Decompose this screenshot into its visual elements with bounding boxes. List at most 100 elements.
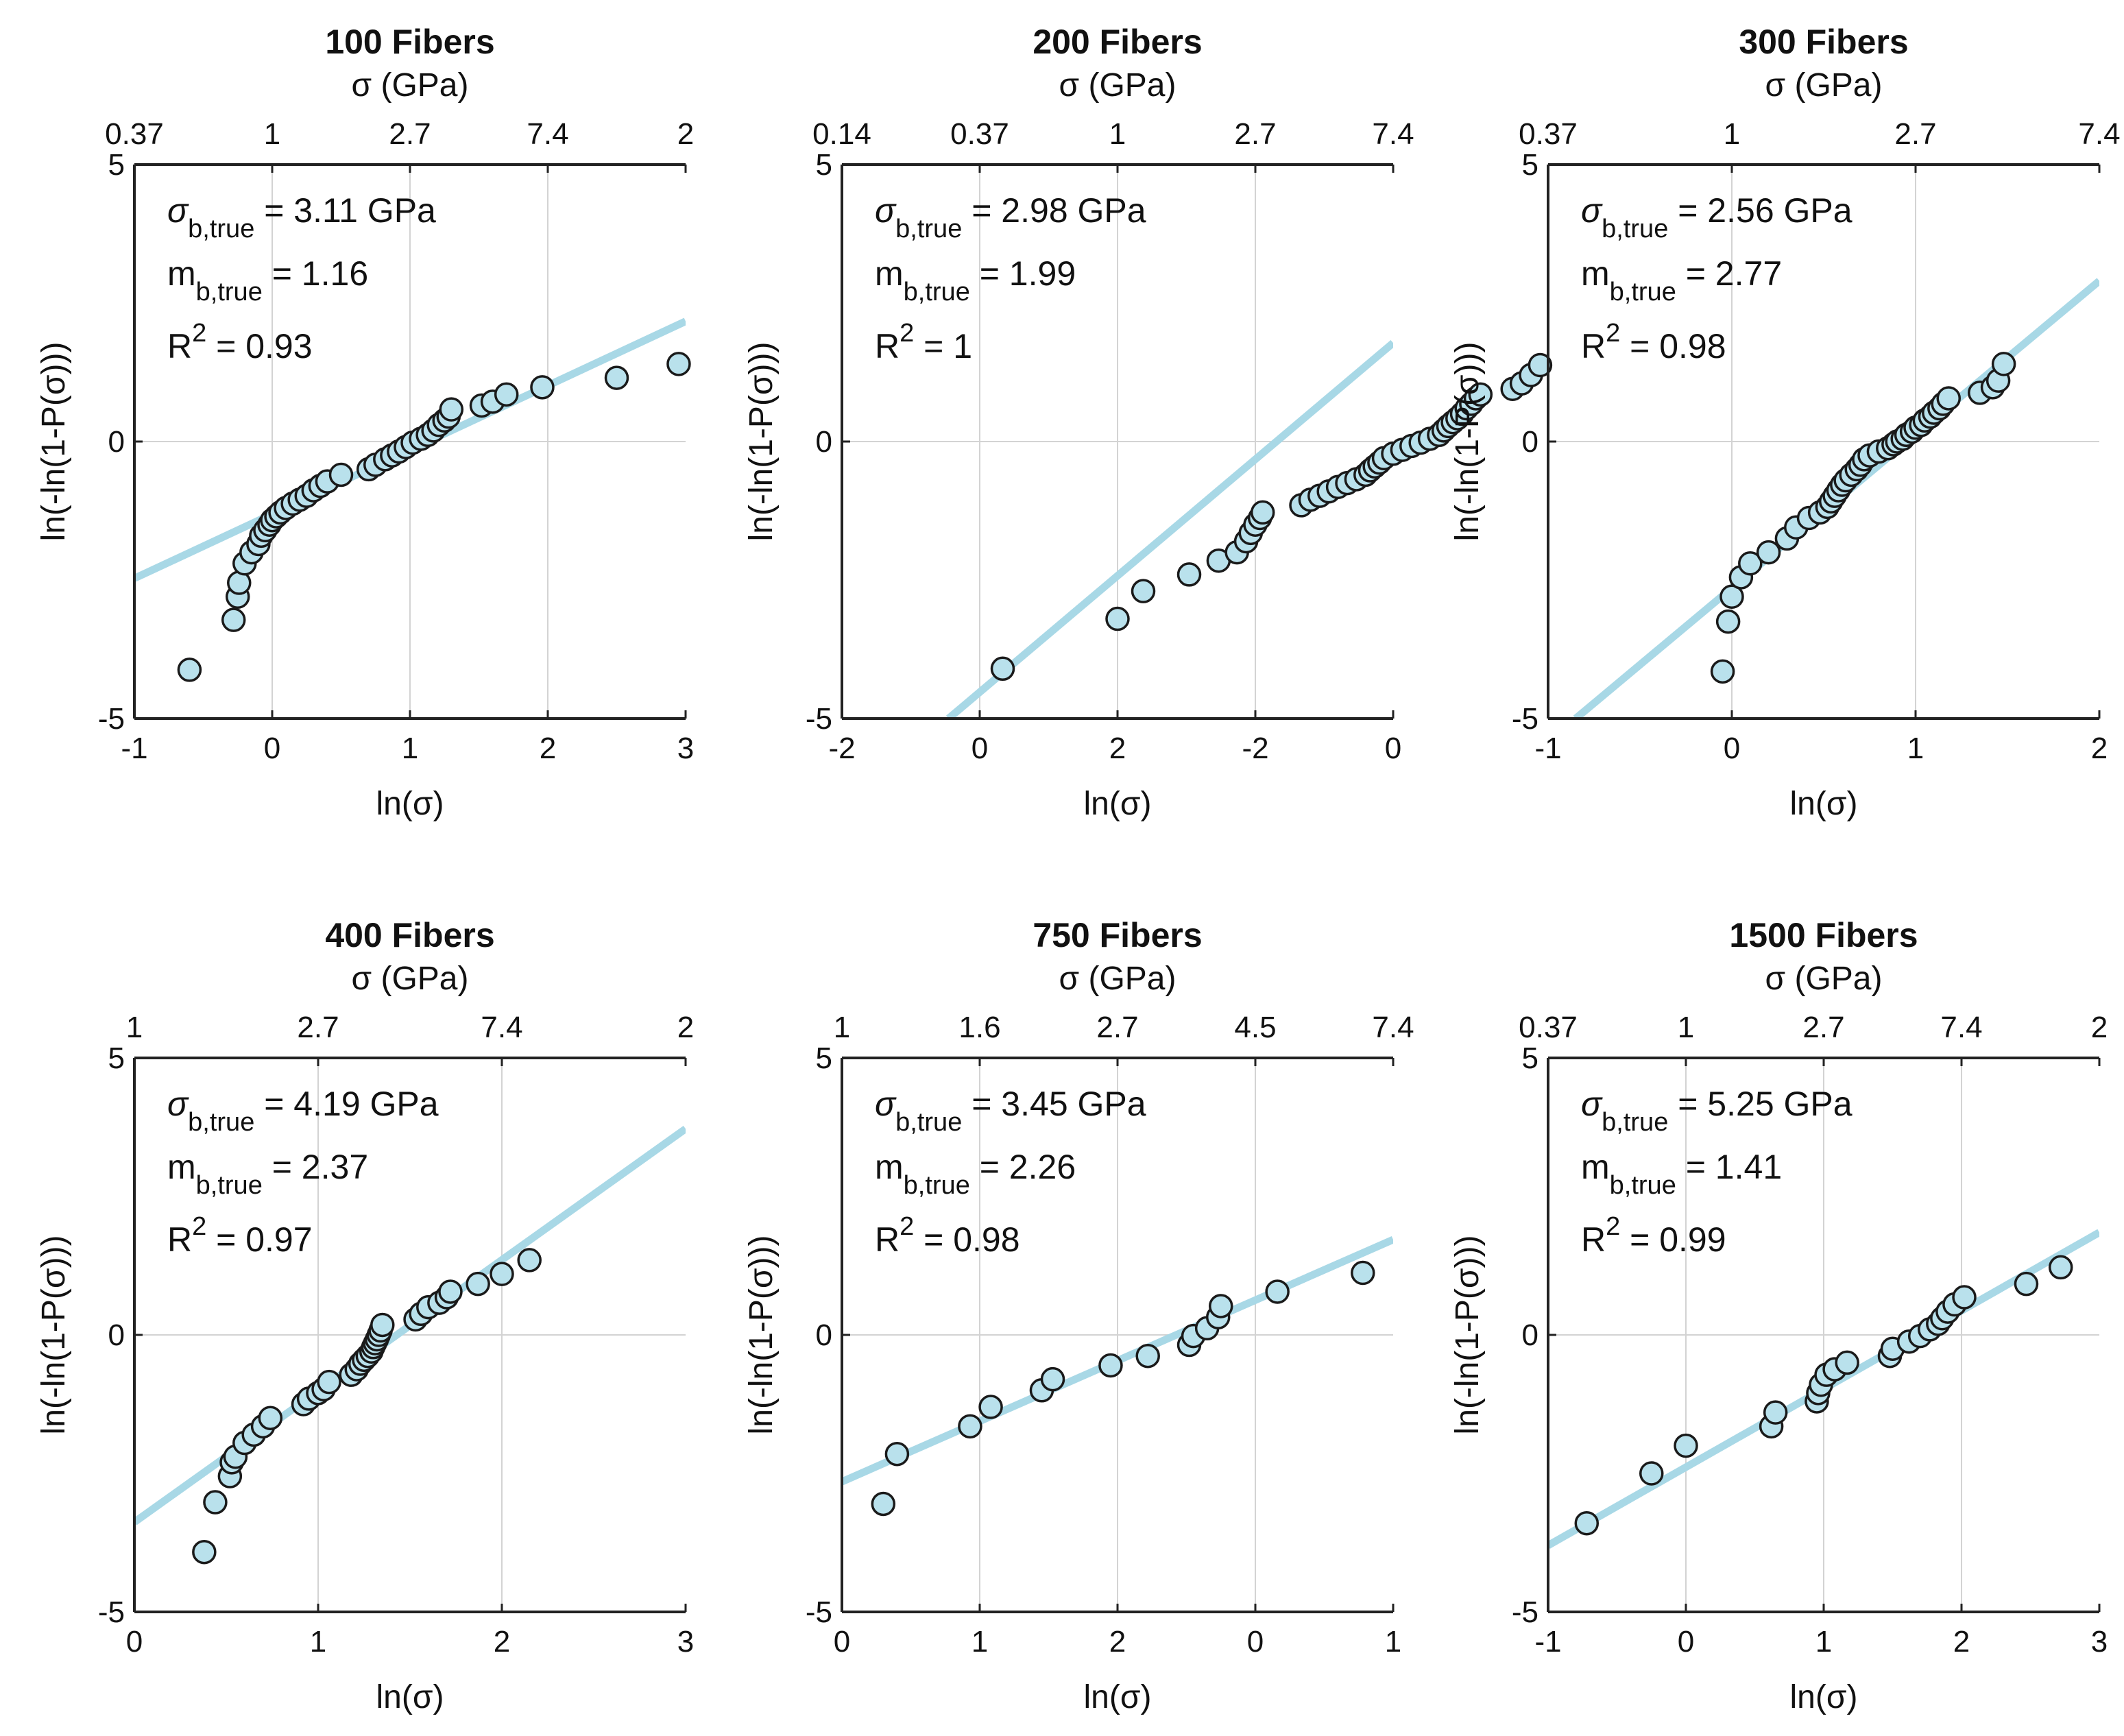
x-tick-label: 2: [1109, 1625, 1126, 1659]
top-tick-label: 1: [1109, 117, 1126, 151]
stat-r2-value: = 0.98: [1620, 327, 1726, 365]
chart-panel-2: -2 0 2 -2 0 0.14 0.37 1 2.7 7.4 -5 0 5 200 Fibers σ (G…: [743, 23, 1553, 822]
top-tick-label: 1: [834, 1011, 850, 1044]
data-point: [1574, 1510, 1600, 1536]
stat-m-value: = 2.77: [1676, 254, 1782, 293]
stat-sigma-symbol: σ: [1581, 1085, 1603, 1123]
stat-sigma: σb,true = 3.11 GPa: [167, 191, 436, 243]
top-tick-label: 7.4: [1940, 1011, 1982, 1044]
stat-r2-value: = 0.93: [206, 327, 312, 365]
stat-r2-symbol: R: [1581, 1220, 1606, 1259]
y-tick-label: 0: [1522, 1318, 1538, 1352]
stat-m-symbol: m: [1581, 1148, 1610, 1186]
x-tick-label: 0: [126, 1625, 143, 1659]
x-tick-label: 1: [402, 732, 418, 765]
data-point: [1936, 386, 1961, 411]
y-tick-label: -5: [806, 702, 832, 736]
x-tick-label: -2: [1242, 732, 1268, 765]
stat-r2: R2 = 1: [875, 319, 972, 365]
stat-r2-symbol: R: [1581, 327, 1606, 365]
stat-r2: R2 = 0.99: [1581, 1212, 1726, 1259]
top-axis-label: σ (GPa): [1765, 961, 1883, 997]
stat-sigma-symbol: σ: [167, 1085, 189, 1123]
data-point: [1040, 1366, 1065, 1392]
x-tick-label: -1: [1534, 732, 1561, 765]
stat-m-symbol: m: [1581, 254, 1610, 293]
x-tick-label: 1: [972, 1625, 988, 1659]
data-point: [1250, 500, 1275, 525]
top-tick-label: 2: [677, 1011, 694, 1044]
data-point: [1719, 584, 1744, 609]
stat-r2: R2 = 0.98: [875, 1212, 1020, 1259]
stat-sigma-value: = 2.98 GPa: [962, 191, 1146, 230]
data-point: [1351, 1260, 1375, 1286]
stat-m: mb,true = 1.16: [167, 254, 368, 306]
data-point: [1098, 1353, 1123, 1378]
x-tick-label: 0: [1247, 1625, 1264, 1659]
top-tick-label: 2: [2091, 1011, 2108, 1044]
x-tick-label: 2: [1109, 732, 1126, 765]
y-axis-label: ln(-ln(1-P(σ))): [743, 1235, 780, 1435]
stat-sigma-sub: b,true: [1602, 1108, 1668, 1137]
top-axis-label: σ (GPa): [1059, 961, 1176, 997]
top-tick-label: 0.14: [812, 117, 871, 151]
top-tick-label: 0.37: [1519, 1011, 1578, 1044]
x-tick-label: 3: [677, 732, 694, 765]
top-axis-label: σ (GPa): [1765, 67, 1883, 104]
data-point: [1763, 1400, 1788, 1425]
top-tick-label: 1.6: [958, 1011, 1000, 1044]
stat-sigma: σb,true = 2.98 GPa: [875, 191, 1146, 243]
data-point: [1528, 352, 1553, 378]
top-tick-label: 7.4: [1372, 117, 1414, 151]
data-point: [328, 462, 354, 487]
x-tick-label: 0: [1385, 732, 1401, 765]
stat-r2-symbol: R: [875, 1220, 900, 1259]
stat-m-value: = 1.16: [263, 254, 368, 293]
y-tick-label: 0: [816, 425, 832, 459]
x-tick-label: 3: [2091, 1625, 2108, 1659]
data-point: [1639, 1461, 1664, 1486]
chart-title: 300 Fibers: [1739, 23, 1908, 61]
x-tick-label: 0: [1678, 1625, 1694, 1659]
data-point: [466, 1271, 490, 1297]
stat-m: mb,true = 2.37: [167, 1148, 368, 1200]
stat-m-symbol: m: [875, 254, 904, 293]
top-tick-label: 0.37: [950, 117, 1009, 151]
data-point: [1468, 382, 1493, 407]
stat-sigma: σb,true = 2.56 GPa: [1581, 191, 1853, 243]
data-point: [978, 1395, 1003, 1419]
top-axis-label: σ (GPa): [352, 67, 469, 104]
data-point: [958, 1414, 982, 1439]
x-axis-label: ln(σ): [1084, 1679, 1152, 1715]
data-point: [1991, 352, 2016, 376]
stat-r2-sup: 2: [192, 319, 206, 348]
stat-sigma-sub: b,true: [895, 1108, 962, 1137]
data-point: [517, 1248, 542, 1273]
y-axis-label: ln(-ln(1-P(σ))): [36, 1235, 72, 1435]
data-point: [1715, 609, 1741, 634]
fit-line: [945, 339, 1393, 719]
chart-title: 750 Fibers: [1033, 916, 1202, 954]
stat-r2-sup: 2: [1606, 1212, 1620, 1241]
chart-title: 1500 Fibers: [1729, 916, 1918, 954]
stat-r2-symbol: R: [167, 327, 192, 365]
y-tick-label: -5: [1512, 1595, 1538, 1629]
data-point: [438, 1279, 463, 1304]
stat-sigma-symbol: σ: [875, 191, 897, 230]
data-point: [990, 656, 1015, 682]
top-tick-label: 1: [1678, 1011, 1694, 1044]
stat-sigma-symbol: σ: [875, 1085, 897, 1123]
x-tick-label: 2: [2091, 732, 2108, 765]
y-tick-label: -5: [1512, 702, 1538, 736]
x-tick-label: 1: [1385, 1625, 1401, 1659]
stat-m: mb,true = 2.77: [1581, 254, 1782, 306]
stat-sigma-sub: b,true: [188, 1108, 254, 1137]
x-tick-label: 1: [310, 1625, 326, 1659]
stat-m-sub: b,true: [1610, 278, 1676, 306]
stat-sigma: σb,true = 5.25 GPa: [1581, 1085, 1853, 1137]
stat-sigma-value: = 3.45 GPa: [962, 1085, 1146, 1123]
x-axis-label: ln(σ): [1084, 786, 1152, 822]
data-point: [192, 1539, 217, 1565]
y-tick-label: 5: [108, 148, 125, 182]
data-point: [2048, 1255, 2073, 1280]
